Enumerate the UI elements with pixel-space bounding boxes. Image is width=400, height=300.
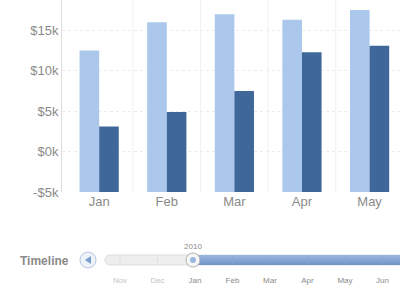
svg-text:Feb: Feb xyxy=(156,194,178,209)
svg-text:Mar: Mar xyxy=(263,276,277,285)
svg-text:$0k: $0k xyxy=(37,144,58,159)
svg-text:May: May xyxy=(337,276,352,285)
svg-text:May: May xyxy=(357,194,382,209)
svg-text:Jan: Jan xyxy=(89,194,110,209)
svg-text:Jun: Jun xyxy=(376,276,389,285)
svg-text:Feb: Feb xyxy=(226,276,240,285)
svg-text:Mar: Mar xyxy=(223,194,246,209)
svg-text:$15k: $15k xyxy=(30,23,59,38)
svg-text:$10k: $10k xyxy=(30,63,59,78)
svg-text:Dec: Dec xyxy=(150,276,164,285)
svg-text:2010: 2010 xyxy=(184,242,202,251)
svg-text:-$5k: -$5k xyxy=(33,185,59,200)
svg-text:Timeline: Timeline xyxy=(20,254,69,268)
svg-text:Apr: Apr xyxy=(301,276,314,285)
svg-text:Apr: Apr xyxy=(292,194,313,209)
svg-text:Jan: Jan xyxy=(189,276,202,285)
svg-text:Nov: Nov xyxy=(113,276,127,285)
svg-text:$5k: $5k xyxy=(37,104,58,119)
